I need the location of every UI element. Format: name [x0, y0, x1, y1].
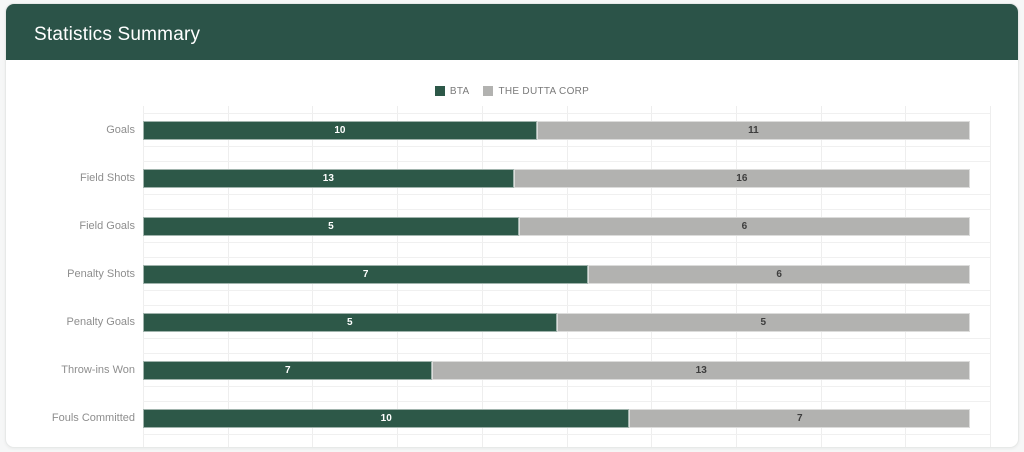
bar-segment-bta: 7	[143, 360, 433, 380]
chart-plot-area: Goals 10 11 Field Shots 13 16 Field Goals 5 6 Pen…	[6, 106, 1018, 447]
bar-value-label: 13	[322, 172, 334, 184]
bar-value-label: 10	[380, 412, 392, 424]
legend-item-the-dutta-corp: THE DUTTA CORP	[483, 86, 589, 97]
plot-rows: Goals 10 11 Field Shots 13 16 Field Goals 5 6 Pen…	[6, 106, 1018, 442]
bar-track: 10 11	[143, 120, 970, 140]
bar-value-label: 7	[362, 268, 369, 280]
legend-item-bta: BTA	[434, 85, 470, 97]
category-label: Penalty Goals	[66, 316, 135, 328]
bar-segment-the-dutta-corp: 16	[513, 168, 970, 188]
chart-row: Field Goals 5 6	[6, 202, 1018, 250]
bar-value-label: 5	[760, 316, 767, 328]
chart-legend: BTA THE DUTTA CORP	[6, 84, 1018, 98]
bar-segment-the-dutta-corp: 6	[588, 264, 970, 284]
chart-row: Goals 10 11	[6, 106, 1018, 154]
bar-segment-bta: 10	[143, 408, 630, 428]
category-label: Goals	[106, 124, 135, 136]
legend-swatch-icon	[434, 86, 445, 96]
legend-swatch-icon	[483, 86, 494, 96]
bar-segment-the-dutta-corp: 6	[518, 216, 970, 236]
page-title: Statistics Summary	[34, 24, 201, 45]
bar-track: 7 13	[143, 360, 970, 380]
bar-value-label: 7	[284, 364, 291, 376]
plot-bottom-line	[143, 442, 990, 447]
bar-segment-the-dutta-corp: 11	[536, 120, 970, 140]
chart-row: Penalty Shots 7 6	[6, 250, 1018, 298]
row-band: 10 7	[143, 401, 990, 435]
bar-value-label: 10	[334, 124, 346, 136]
bar-track: 10 7	[143, 408, 970, 428]
category-label: Field Goals	[79, 220, 135, 232]
bar-segment-bta: 7	[143, 264, 589, 284]
card-header: Statistics Summary	[6, 4, 1018, 60]
legend-label: BTA	[449, 85, 470, 97]
legend-label: THE DUTTA CORP	[498, 85, 590, 97]
bar-segment-the-dutta-corp: 7	[629, 408, 970, 428]
row-band: 13 16	[143, 161, 990, 195]
statistics-summary-card: Statistics Summary BTA THE DUTTA CORP Goa…	[5, 3, 1019, 448]
bar-segment-the-dutta-corp: 5	[556, 312, 970, 332]
row-band: 7 13	[143, 353, 990, 387]
bar-value-label: 13	[695, 364, 707, 376]
bar-segment-bta: 5	[143, 312, 557, 332]
chart-row: Throw-ins Won 7 13	[6, 346, 1018, 394]
bar-value-label: 5	[328, 220, 334, 232]
chart-row: Fouls Committed 10 7	[6, 394, 1018, 442]
bar-value-label: 16	[736, 172, 748, 184]
bar-value-label: 7	[796, 412, 803, 424]
bar-segment-bta: 10	[143, 120, 537, 140]
bar-value-label: 6	[741, 220, 748, 232]
chart-row: Field Shots 13 16	[6, 154, 1018, 202]
bar-segment-the-dutta-corp: 13	[432, 360, 970, 380]
category-label: Field Shots	[79, 172, 135, 184]
category-label: Throw-ins Won	[61, 364, 135, 376]
bar-segment-bta: 13	[143, 168, 514, 188]
category-label: Fouls Committed	[51, 412, 135, 424]
bar-track: 13 16	[143, 168, 970, 188]
bar-segment-bta: 5	[143, 216, 519, 236]
chart-row: Penalty Goals 5 5	[6, 298, 1018, 346]
category-label: Penalty Shots	[67, 268, 135, 280]
bar-value-label: 6	[776, 268, 782, 280]
bar-value-label: 5	[346, 316, 353, 328]
row-band: 10 11	[143, 113, 990, 147]
bar-value-label: 11	[748, 124, 759, 136]
